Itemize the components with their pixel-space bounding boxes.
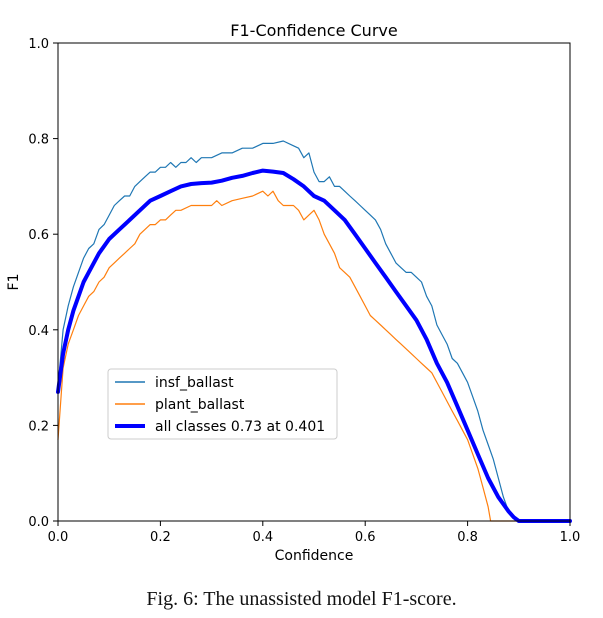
y-tick-label: 0.4: [28, 324, 49, 339]
legend-label-plant-ballast: plant_ballast: [155, 397, 245, 413]
x-tick-label: 1.0: [560, 530, 581, 545]
y-tick-label: 1.0: [28, 37, 49, 52]
legend: insf_ballast plant_ballast all classes 0…: [107, 368, 338, 440]
x-axis-label: Confidence: [275, 548, 354, 564]
x-tick-label: 0.2: [150, 530, 171, 545]
x-tick-label: 0.4: [252, 530, 273, 545]
legend-label-insf-ballast: insf_ballast: [155, 375, 234, 391]
y-tick-label: 0.6: [28, 228, 49, 243]
series-line-insf-ballast: [57, 140, 571, 522]
figure-background: [0, 0, 603, 585]
plot-frame: [57, 42, 571, 522]
figure-caption: Fig. 6: The unassisted model F1-score.: [146, 588, 457, 610]
series-line-all-classes-0-73-at-0-401: [56, 168, 572, 523]
series-layer: [56, 140, 572, 523]
series-line-plant-ballast: [57, 190, 571, 522]
x-tick-label: 0.0: [48, 530, 69, 545]
chart-title: F1-Confidence Curve: [230, 21, 397, 40]
y-tick-label: 0.0: [28, 515, 49, 530]
plot-area: [56, 42, 572, 523]
y-axis-ticks: 0.0 0.2 0.4 0.6 0.8 1.0: [28, 37, 58, 530]
x-axis-ticks: 0.0 0.2 0.4 0.6 0.8 1.0: [48, 521, 581, 545]
x-tick-label: 0.8: [457, 530, 478, 545]
legend-box: [107, 368, 338, 440]
y-tick-label: 0.8: [28, 133, 49, 148]
x-tick-label: 0.6: [355, 530, 376, 545]
y-axis-label: F1: [6, 274, 22, 291]
y-tick-label: 0.2: [28, 419, 49, 434]
legend-label-all-classes: all classes 0.73 at 0.401: [155, 419, 325, 435]
f1-confidence-chart: F1-Confidence Curve 0.0 0.2 0.4 0.6 0.8 1.0 0…: [0, 0, 603, 585]
